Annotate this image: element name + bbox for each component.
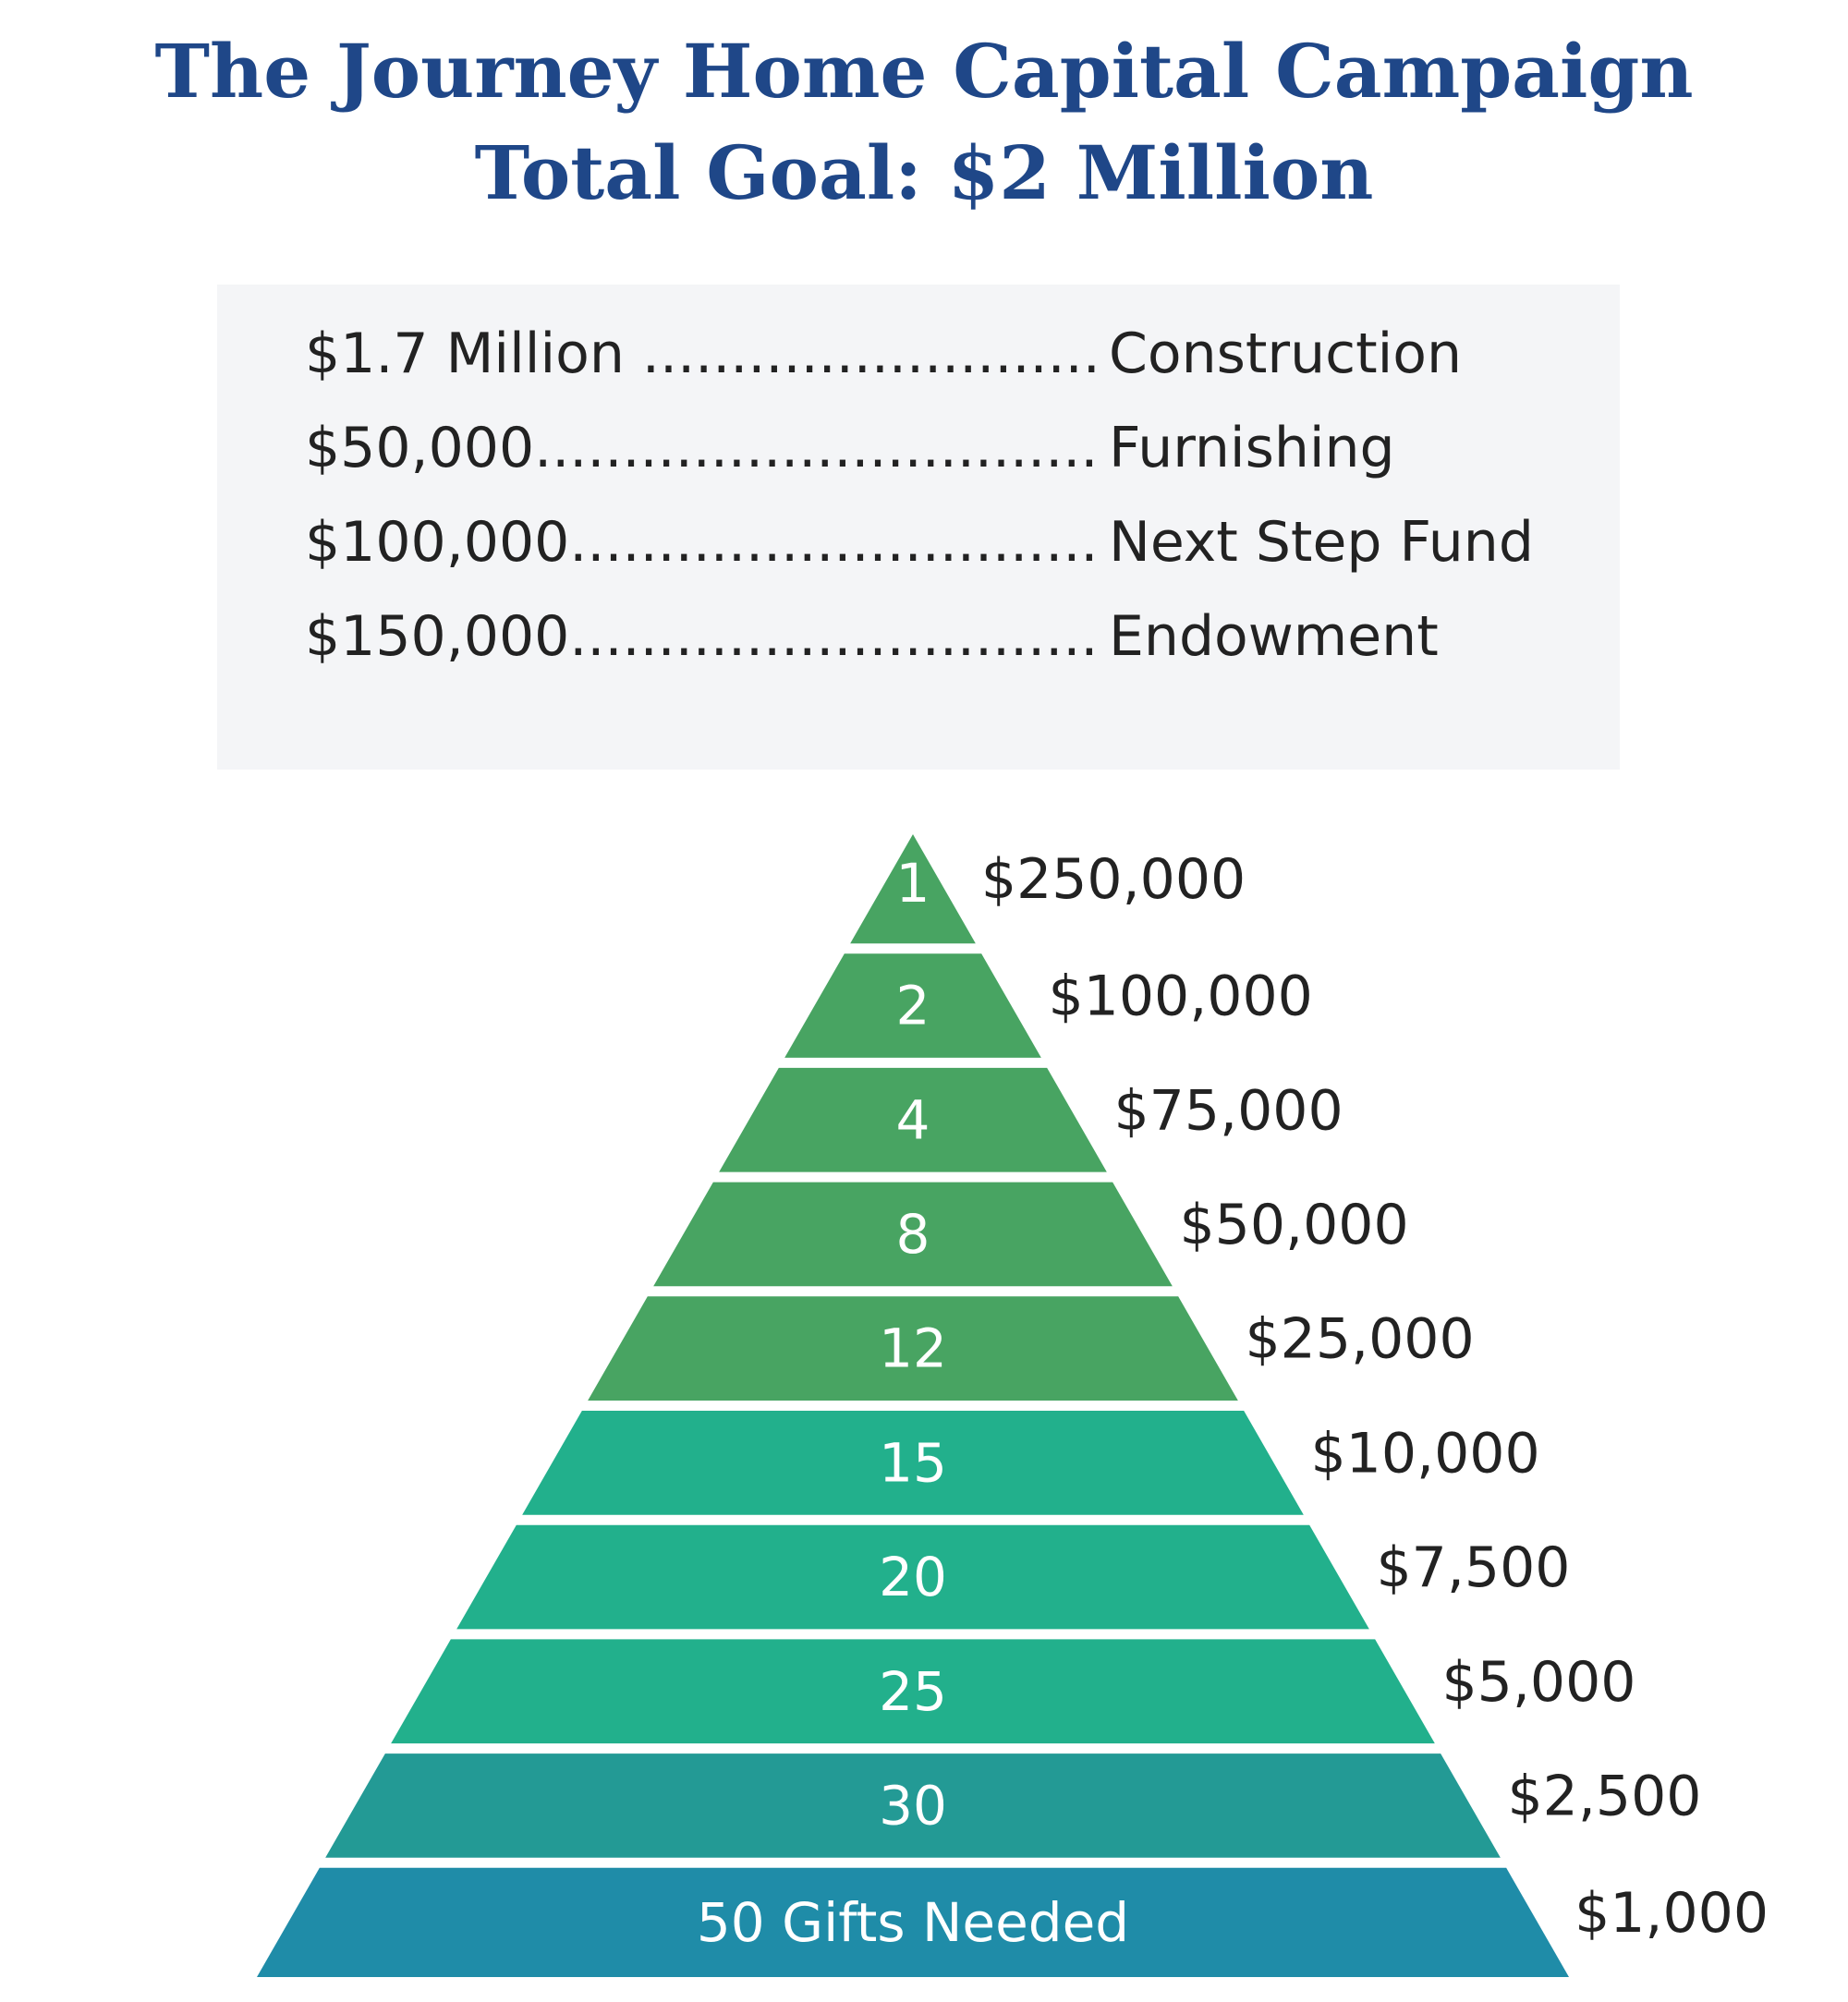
- pyramid-tier-10: [257, 1867, 1569, 1977]
- pyramid-tier-1: [850, 834, 976, 944]
- dot-leader: ........................................…: [641, 322, 1097, 386]
- tier-gift-count: 50 Gifts Needed: [697, 1891, 1129, 1954]
- tier-gift-amount: $5,000: [1442, 1650, 1636, 1715]
- allocation-amount: $50,000: [305, 416, 535, 480]
- pyramid-tier-5: [588, 1296, 1238, 1401]
- tier-gift-count: 12: [879, 1317, 947, 1380]
- allocation-row-next-step-fund: $100,000................................…: [305, 505, 1580, 579]
- campaign-title: The Journey Home Capital Campaign: [154, 28, 1694, 115]
- tier-gift-amount: $250,000: [981, 847, 1246, 912]
- tier-gift-count: 30: [879, 1774, 947, 1837]
- allocation-panel: $1.7 Million ...........................…: [217, 285, 1620, 770]
- tier-gift-count: 25: [879, 1660, 947, 1723]
- tier-gift-count: 20: [879, 1546, 947, 1608]
- pyramid-tier-8: [391, 1639, 1435, 1744]
- allocation-label: Construction: [1109, 322, 1463, 386]
- tier-gift-amount: $7,500: [1377, 1535, 1571, 1600]
- tier-gift-count: 15: [879, 1431, 947, 1494]
- tier-gift-count: 4: [896, 1088, 930, 1151]
- allocation-label: Next Step Fund: [1109, 510, 1534, 575]
- tier-gift-count: 1: [896, 852, 930, 915]
- allocation-amount: $150,000: [305, 604, 570, 669]
- pyramid-tier-4: [653, 1182, 1173, 1287]
- allocation-row-endowment: $150,000................................…: [305, 600, 1580, 673]
- tier-gift-amount: $25,000: [1246, 1307, 1475, 1372]
- tier-gift-count: 2: [896, 975, 930, 1037]
- tier-gift-amount: $2,500: [1508, 1764, 1702, 1828]
- tier-gift-amount: $75,000: [1114, 1078, 1343, 1143]
- allocation-label: Furnishing: [1109, 416, 1395, 480]
- tier-gift-amount: $100,000: [1049, 965, 1313, 1029]
- dot-leader: ........................................…: [569, 604, 1097, 669]
- allocation-amount: $1.7 Million: [305, 322, 642, 386]
- pyramid-tier-2: [784, 953, 1041, 1058]
- dot-leader: ........................................…: [534, 416, 1097, 480]
- allocation-row-construction: $1.7 Million ...........................…: [305, 317, 1580, 391]
- allocation-amount: $100,000: [305, 510, 570, 575]
- pyramid-tier-7: [456, 1524, 1369, 1630]
- tier-gift-amount: $50,000: [1180, 1193, 1409, 1257]
- tier-gift-count: 8: [896, 1203, 930, 1266]
- pyramid-tier-6: [522, 1411, 1304, 1515]
- pyramid-tier-9: [325, 1753, 1501, 1858]
- total-goal-title: Total Goal: $2 Million: [474, 129, 1374, 216]
- pyramid-tier-3: [719, 1067, 1107, 1172]
- dot-leader: ........................................…: [569, 510, 1097, 575]
- allocation-label: Endowment: [1109, 604, 1439, 669]
- tier-gift-amount: $1,000: [1574, 1881, 1769, 1946]
- tier-gift-amount: $10,000: [1311, 1421, 1540, 1486]
- allocation-row-furnishing: $50,000.................................…: [305, 411, 1580, 485]
